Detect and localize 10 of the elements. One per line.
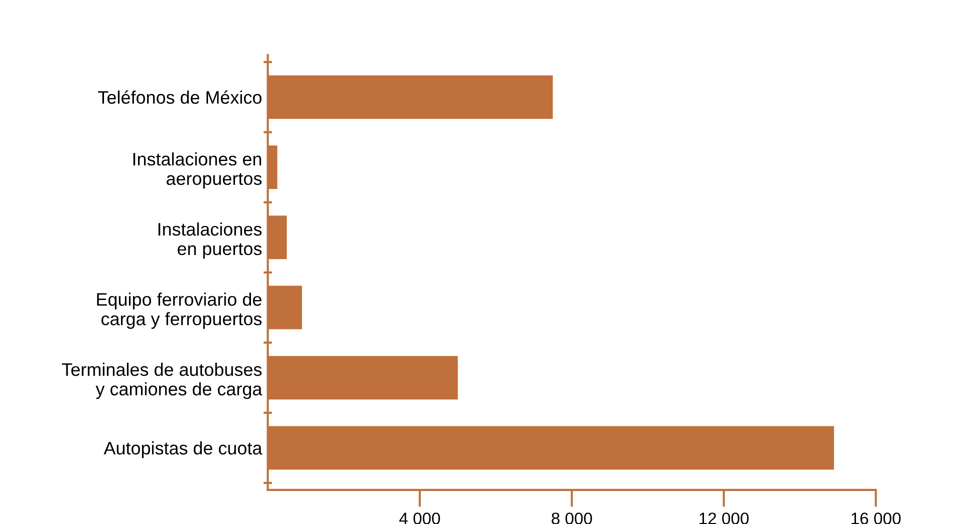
- x-tick-label: 16 000: [852, 512, 901, 524]
- x-tick-label: 8 000: [552, 512, 592, 524]
- y-tick-label: Autopistas de cuota: [104, 441, 262, 458]
- y-tick-label: Equipo ferroviario de carga y ferropuertos: [97, 292, 262, 329]
- y-tick-label: Instalaciones en aeropuertos: [133, 152, 262, 189]
- y-tick-label: Teléfonos de México: [98, 90, 262, 104]
- y-tick-label: Terminales de autobuses y camiones de carga: [62, 362, 262, 400]
- x-tick-label: 12 000: [700, 512, 749, 524]
- x-tick-label: 4 000: [399, 512, 440, 524]
- y-tick-label: Instalaciones en puertos: [158, 222, 262, 259]
